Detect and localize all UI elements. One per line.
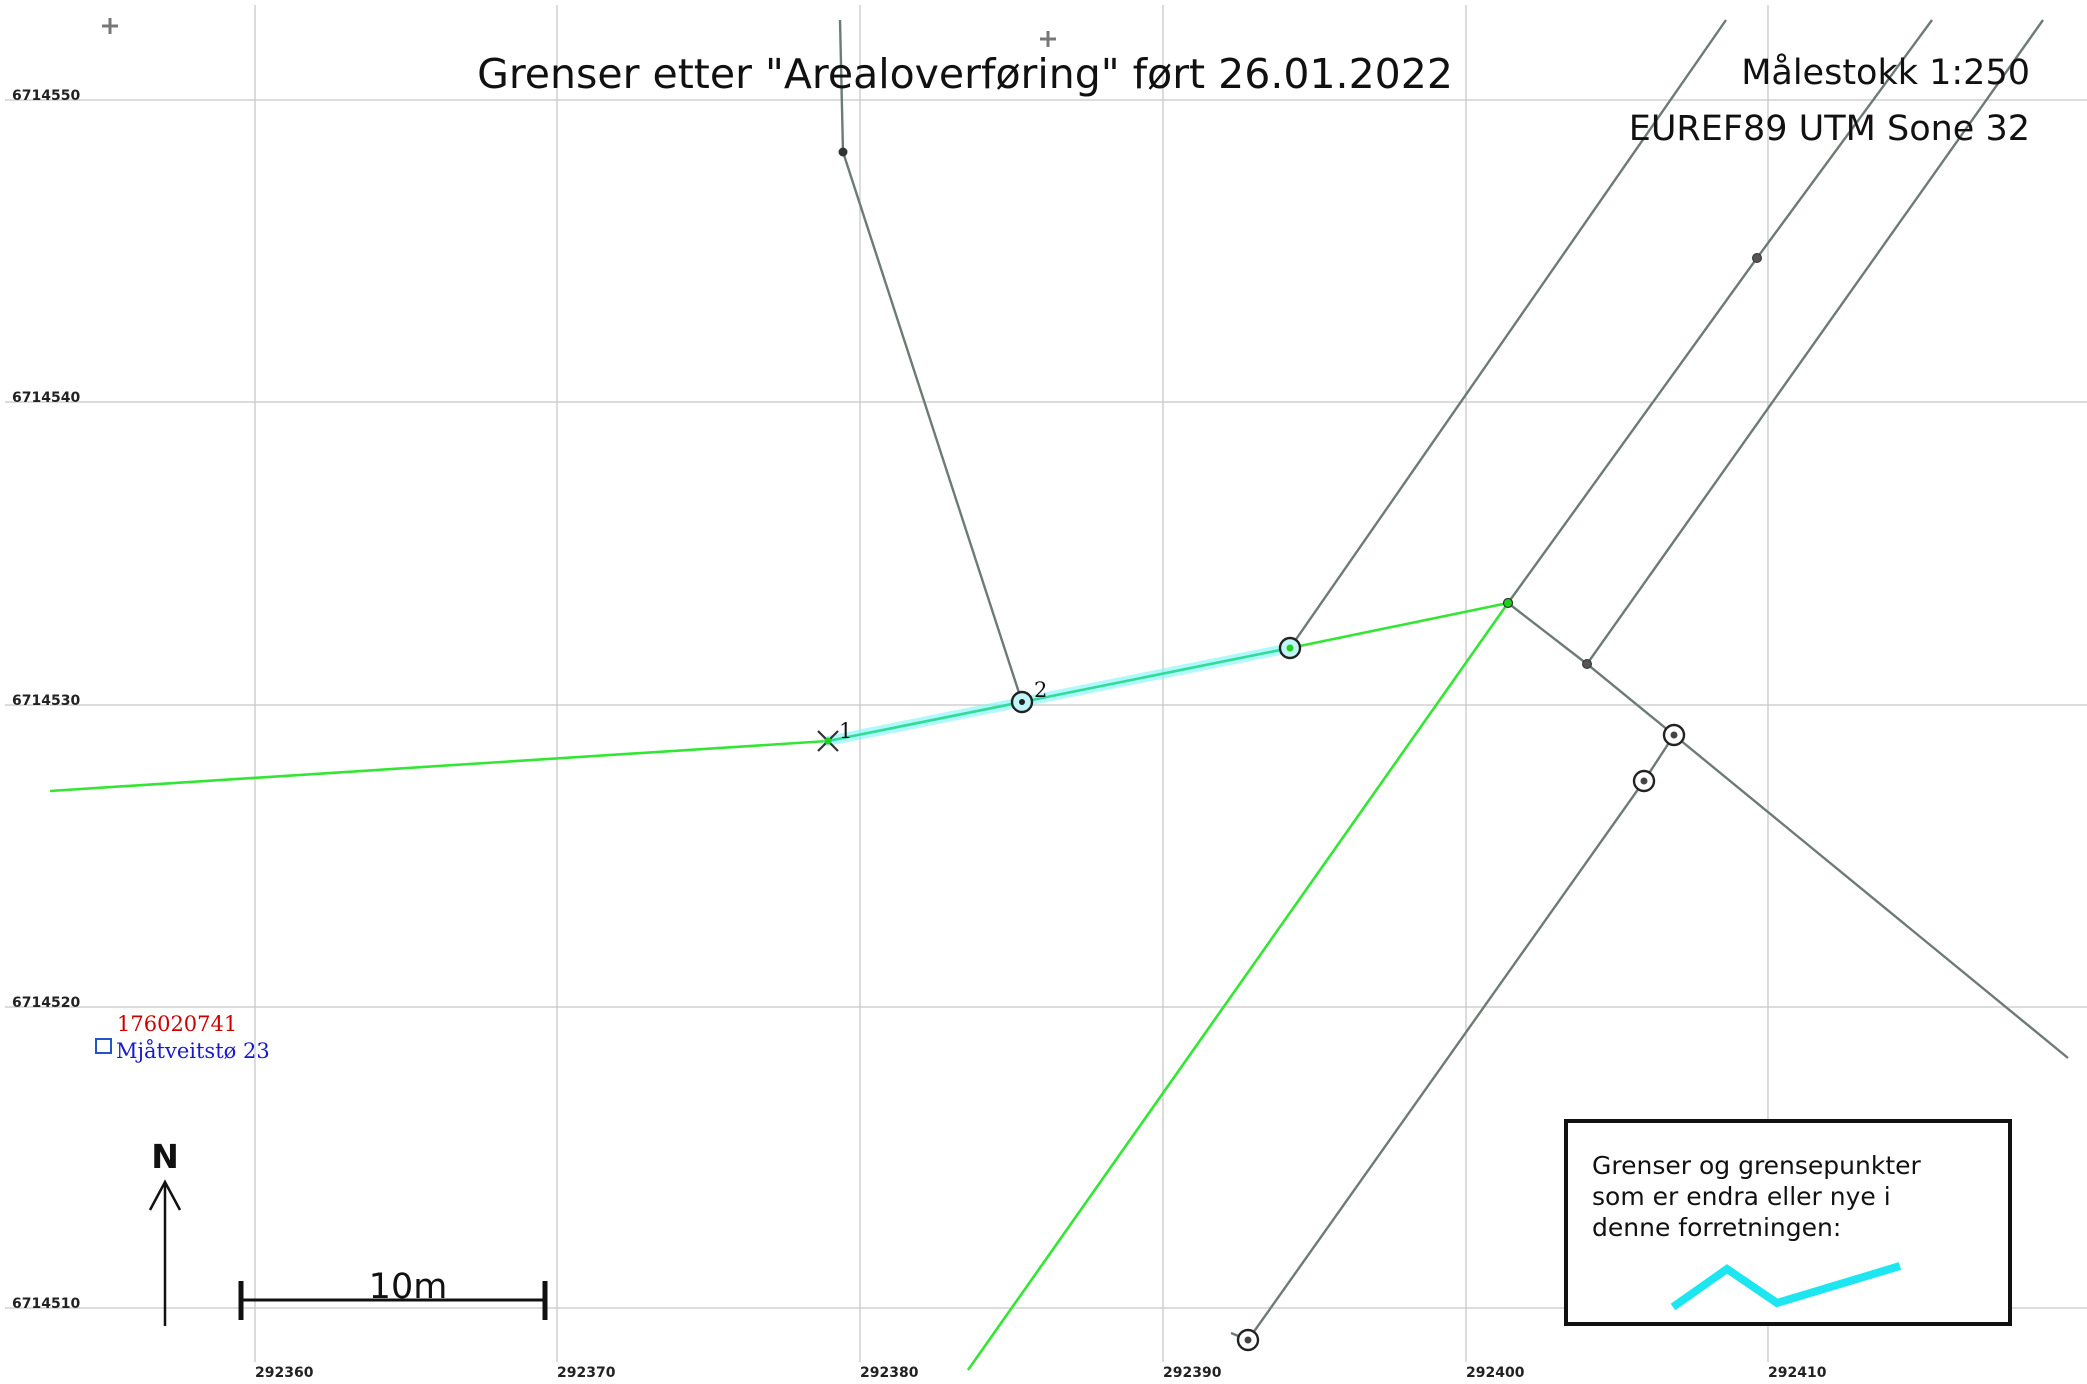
legend-box <box>1564 1119 2012 1326</box>
scale-bar <box>238 1281 548 1320</box>
boundary-points: 1 2 <box>817 147 1762 1352</box>
boundary-point-dot <box>1582 659 1592 669</box>
boundary-point-circle-icon <box>1236 1328 1260 1352</box>
changed-boundary <box>823 643 1295 746</box>
legend-line-2: som er endra eller nye i <box>1592 1182 1891 1211</box>
boundary-line-se <box>1507 602 2069 1059</box>
scale-label: Målestokk 1:250 <box>1741 52 2030 93</box>
green-boundary-south <box>966 602 1510 1371</box>
x-tick-292390: 292390 <box>1163 1365 1222 1381</box>
legend-line-1: Grenser og grensepunkter <box>1592 1151 1922 1180</box>
new-boundaries <box>49 601 1510 1371</box>
x-tick-292370: 292370 <box>557 1365 616 1381</box>
y-tick-6714510: 6714510 <box>12 1296 80 1312</box>
y-tick-6714550: 6714550 <box>12 88 80 104</box>
x-tick-292400: 292400 <box>1466 1365 1525 1381</box>
boundary-line-north <box>838 19 1024 703</box>
boundary-point-dot <box>1502 597 1514 609</box>
point-label-2: 2 <box>1034 678 1047 702</box>
legend: Grenser og grensepunkter som er endra el… <box>1564 1119 2012 1326</box>
boundary-point-cross-icon <box>817 730 839 752</box>
x-tick-292410: 292410 <box>1768 1365 1827 1381</box>
parcel-id: 176020741 <box>117 1012 237 1036</box>
y-tick-6714520: 6714520 <box>12 995 80 1011</box>
boundary-point-dot <box>838 147 848 157</box>
north-label: N <box>151 1137 179 1176</box>
green-boundary-east <box>1289 601 1509 650</box>
crs-label: EUREF89 UTM Sone 32 <box>1629 109 2030 149</box>
changed-boundary-line <box>827 646 1291 743</box>
boundary-line-ne-3 <box>1586 19 2044 665</box>
x-tick-292380: 292380 <box>860 1365 919 1381</box>
north-arrow-icon <box>148 1179 182 1326</box>
scale-bar-label: 10m <box>369 1267 448 1307</box>
boundary-point-dot <box>1752 253 1762 263</box>
y-tick-6714530: 6714530 <box>12 693 80 709</box>
boundary-point-circle-icon <box>1632 769 1656 793</box>
x-tick-292360: 292360 <box>255 1365 314 1381</box>
crosshair-icon <box>102 18 118 34</box>
map-title: Grenser etter "Arealoverføring" ført 26.… <box>477 50 1453 98</box>
crosshair-icon <box>1040 31 1056 47</box>
boundary-line-ne-1 <box>1289 19 1727 649</box>
parcel-marker-icon <box>95 1038 112 1054</box>
grid <box>5 5 2087 1362</box>
legend-line-3: denne forretningen: <box>1592 1213 1841 1242</box>
parcel-address: Mjåtveitstø 23 <box>116 1039 270 1063</box>
boundary-point-2 <box>1010 690 1034 714</box>
boundary-point-circle-icon <box>1662 723 1686 747</box>
green-boundary-west <box>49 739 829 793</box>
legend-changed-boundary-swatch <box>1670 1262 1902 1311</box>
boundary-line-ne-2 <box>1507 19 1933 604</box>
y-tick-6714540: 6714540 <box>12 390 80 406</box>
point-label-1: 1 <box>839 719 852 743</box>
crosshair-markers <box>102 18 1056 47</box>
grid-labels: 292360 292370 292380 292390 292400 29241… <box>12 88 1827 1381</box>
boundary-point-circle-icon <box>1278 636 1302 660</box>
